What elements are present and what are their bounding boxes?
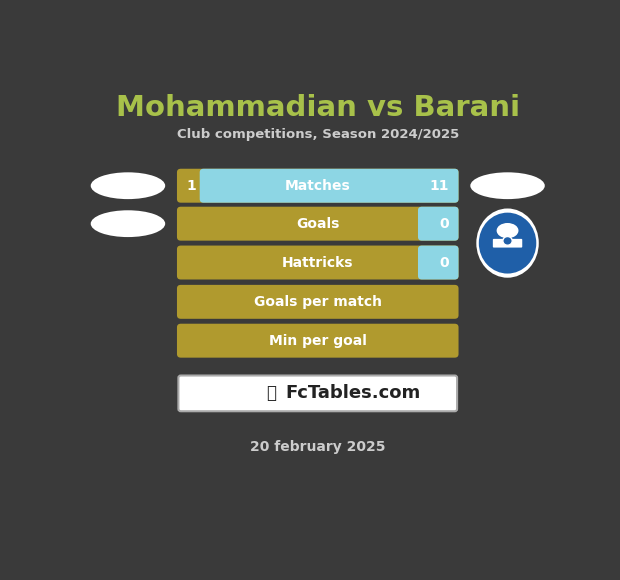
FancyBboxPatch shape bbox=[493, 239, 522, 248]
Text: 11: 11 bbox=[430, 179, 449, 193]
Ellipse shape bbox=[91, 211, 165, 237]
Text: Goals per match: Goals per match bbox=[254, 295, 382, 309]
Ellipse shape bbox=[476, 208, 539, 278]
FancyBboxPatch shape bbox=[200, 169, 459, 202]
Text: Club competitions, Season 2024/2025: Club competitions, Season 2024/2025 bbox=[177, 128, 459, 141]
FancyBboxPatch shape bbox=[179, 375, 457, 411]
Text: 20 february 2025: 20 february 2025 bbox=[250, 440, 386, 454]
Text: Min per goal: Min per goal bbox=[269, 334, 366, 347]
Text: FcTables.com: FcTables.com bbox=[285, 385, 420, 403]
FancyBboxPatch shape bbox=[177, 324, 459, 358]
FancyBboxPatch shape bbox=[177, 285, 459, 319]
FancyBboxPatch shape bbox=[418, 206, 459, 241]
Text: 0: 0 bbox=[440, 217, 449, 231]
Text: 0: 0 bbox=[440, 256, 449, 270]
Text: 1: 1 bbox=[187, 179, 197, 193]
FancyBboxPatch shape bbox=[418, 245, 459, 280]
Ellipse shape bbox=[91, 172, 165, 199]
Text: Hattricks: Hattricks bbox=[282, 256, 353, 270]
Text: 📊: 📊 bbox=[267, 385, 277, 403]
FancyBboxPatch shape bbox=[177, 245, 459, 280]
Ellipse shape bbox=[471, 172, 545, 199]
FancyBboxPatch shape bbox=[177, 206, 459, 241]
FancyBboxPatch shape bbox=[177, 169, 459, 202]
Ellipse shape bbox=[497, 223, 518, 238]
Text: Matches: Matches bbox=[285, 179, 351, 193]
Ellipse shape bbox=[479, 213, 536, 274]
Text: Mohammadian vs Barani: Mohammadian vs Barani bbox=[116, 93, 520, 122]
Text: Goals: Goals bbox=[296, 217, 339, 231]
Circle shape bbox=[503, 237, 512, 245]
